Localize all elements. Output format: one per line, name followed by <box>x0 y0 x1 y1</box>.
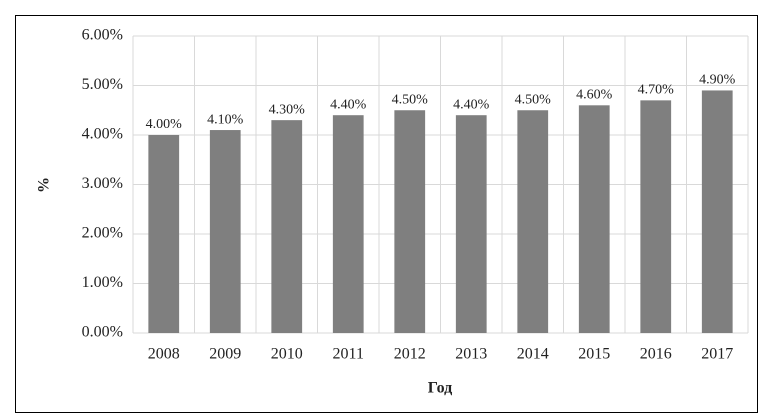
bar <box>640 100 672 333</box>
x-axis-label: Год <box>428 380 452 397</box>
bar <box>271 120 303 334</box>
y-tick-label: 5.00% <box>82 76 123 93</box>
data-label: 4.50% <box>392 92 429 107</box>
data-label: 4.50% <box>515 92 552 107</box>
y-tick-label: 6.00% <box>82 27 123 44</box>
x-tick-label: 2016 <box>640 346 672 363</box>
bar <box>148 135 180 333</box>
data-label: 4.00% <box>146 117 183 132</box>
bar <box>578 105 610 333</box>
bar <box>701 90 733 333</box>
y-tick-label: 1.00% <box>82 274 123 291</box>
x-tick-label: 2014 <box>517 346 549 363</box>
data-label: 4.40% <box>453 97 490 112</box>
data-label: 4.40% <box>330 97 367 112</box>
data-label: 4.10% <box>207 112 244 127</box>
chart-frame <box>15 15 758 413</box>
x-tick-label: 2015 <box>578 346 610 363</box>
data-label: 4.60% <box>576 88 613 103</box>
data-label: 4.70% <box>638 83 675 98</box>
y-tick-label: 0.00% <box>82 324 123 341</box>
y-axis-label: % <box>36 177 53 193</box>
y-tick-label: 3.00% <box>82 175 123 192</box>
y-tick-label: 4.00% <box>82 126 123 143</box>
x-tick-label: 2013 <box>455 346 487 363</box>
x-tick-label: 2009 <box>209 346 241 363</box>
data-label: 4.30% <box>269 102 306 117</box>
x-tick-label: 2008 <box>148 346 180 363</box>
x-tick-label: 2011 <box>333 346 364 363</box>
bar <box>517 110 549 333</box>
data-label: 4.90% <box>699 73 736 88</box>
bar <box>209 130 241 333</box>
x-tick-label: 2010 <box>271 346 303 363</box>
bar <box>332 115 364 333</box>
y-tick-label: 2.00% <box>82 225 123 242</box>
bar <box>394 110 426 333</box>
bar <box>455 115 487 333</box>
x-tick-label: 2017 <box>701 346 733 363</box>
x-tick-label: 2012 <box>394 346 426 363</box>
